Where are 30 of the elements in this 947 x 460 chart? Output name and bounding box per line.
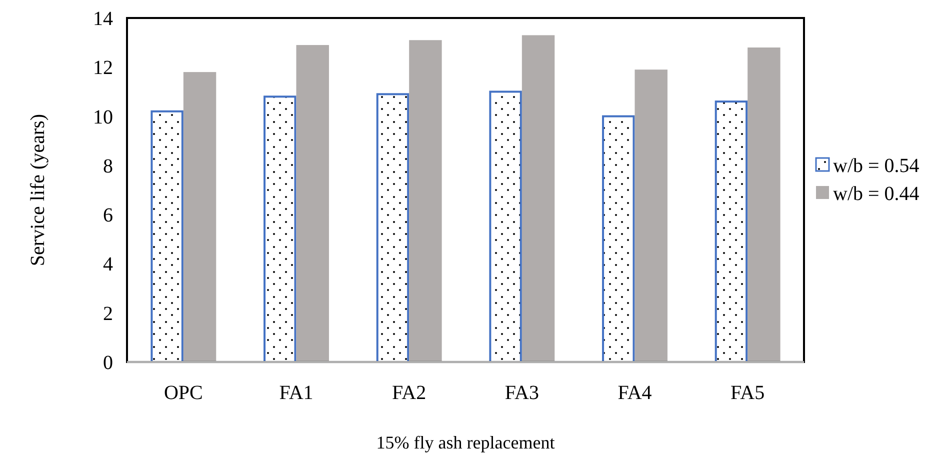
legend-label: w/b = 0.44 [833, 183, 920, 205]
x-tick-label: OPC [164, 382, 203, 404]
bar [150, 110, 184, 363]
y-tick-label: 4 [103, 254, 113, 276]
bar [296, 45, 329, 362]
bar [409, 40, 442, 362]
y-tick-label: 2 [103, 302, 113, 325]
y-tick-label: 14 [93, 8, 113, 30]
y-tick-label: 12 [93, 57, 113, 80]
y-tick-label: 8 [103, 155, 113, 178]
bar [376, 93, 410, 363]
y-tick-label: 10 [93, 106, 113, 128]
x-tick-label: FA2 [392, 382, 426, 404]
y-tick-label: 6 [103, 204, 113, 227]
y-tick-label: 0 [103, 352, 113, 374]
bar [714, 100, 748, 363]
x-tick-label: FA3 [504, 382, 539, 404]
x-tick-label: FA5 [730, 382, 765, 404]
bar [522, 35, 555, 362]
legend-label: w/b = 0.54 [833, 155, 920, 177]
bar [489, 90, 522, 363]
x-tick-label: FA4 [618, 382, 652, 404]
x-axis-title: 15% fly ash replacement [376, 432, 555, 452]
bar [183, 72, 216, 362]
bar [748, 47, 780, 362]
bar [264, 96, 296, 363]
bar [602, 115, 635, 363]
y-axis-title: Service life (years) [27, 114, 49, 266]
bar [634, 70, 668, 362]
x-tick-label: FA1 [279, 382, 314, 404]
